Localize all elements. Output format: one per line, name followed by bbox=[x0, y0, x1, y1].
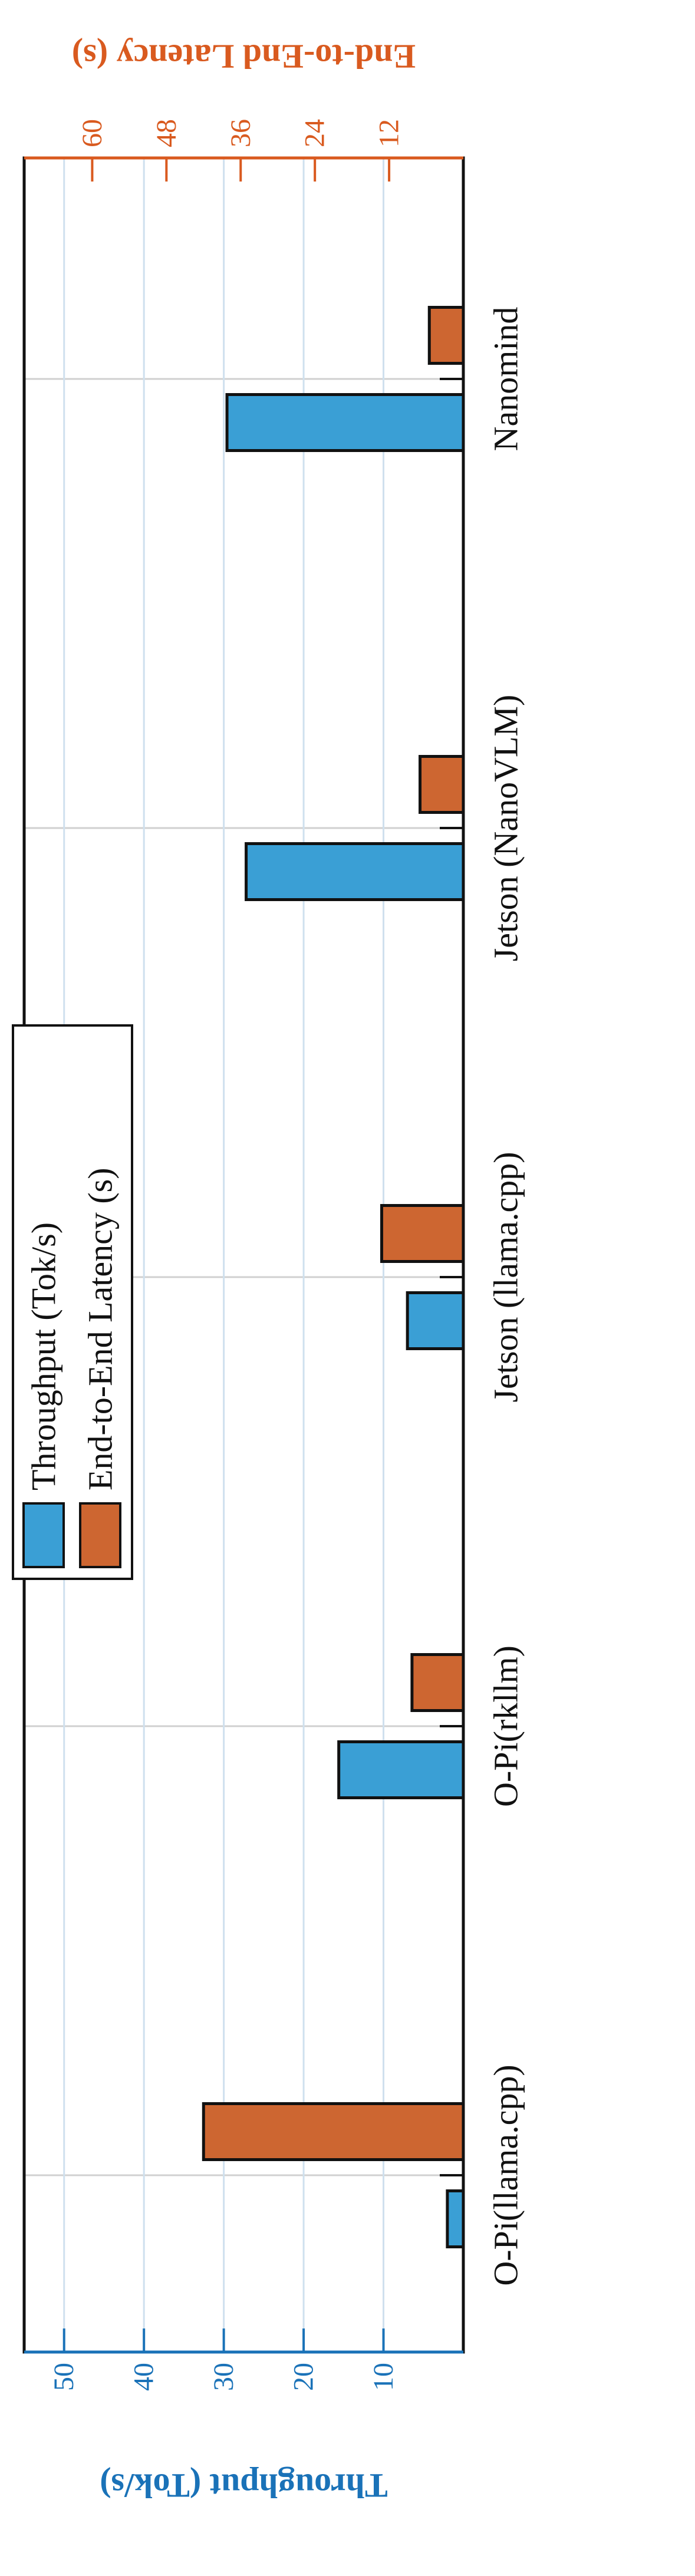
bar bbox=[202, 2102, 465, 2161]
bar bbox=[225, 393, 465, 452]
legend-swatch bbox=[79, 1502, 121, 1568]
legend-swatch bbox=[22, 1502, 65, 1568]
y-tick-label: 40 bbox=[129, 2363, 160, 2391]
bar bbox=[406, 1291, 465, 1350]
y-tick-label: 50 bbox=[48, 2363, 80, 2391]
rotated-chart: 10 20 30 40 50 12 24 36 48 60 O-Pi(llama.cpp) O-Pi(… bbox=[12, 38, 525, 2505]
bar bbox=[245, 842, 465, 901]
y-tick-label: 30 bbox=[208, 2363, 239, 2391]
x-tick-label: Jetson (llama.cpp) bbox=[487, 1152, 525, 1402]
bar bbox=[380, 1204, 465, 1263]
y2-tick-label: 36 bbox=[225, 119, 256, 147]
bar bbox=[446, 2189, 465, 2248]
bar bbox=[337, 1740, 465, 1799]
y2-tick-label: 12 bbox=[374, 119, 405, 147]
y-axis-label: Throughput (Tok/s) bbox=[100, 2467, 387, 2505]
y-tick-label: 10 bbox=[368, 2363, 399, 2391]
x-tick-label: O-Pi(rkllm) bbox=[487, 1645, 525, 1807]
y2-tick-label: 48 bbox=[151, 119, 182, 147]
x-tick-label: O-Pi(llama.cpp) bbox=[487, 2064, 525, 2285]
legend-label: Throughput (Tok/s) bbox=[25, 1222, 63, 1490]
legend-label: End-to-End Latency (s) bbox=[81, 1167, 120, 1490]
legend-box bbox=[12, 1024, 133, 1580]
legend: Throughput (Tok/s) End-to-End Latency (s) bbox=[12, 1024, 133, 1580]
y-tick-label: 20 bbox=[288, 2363, 319, 2391]
y2-tick-label: 24 bbox=[299, 119, 331, 147]
y2-axis-label: End-to-End Latency (s) bbox=[72, 38, 416, 76]
y2-tick-label: 60 bbox=[77, 119, 108, 147]
x-tick-label: Jetson (NanoVLM) bbox=[487, 695, 525, 962]
bar bbox=[419, 755, 465, 814]
bar bbox=[427, 306, 465, 365]
x-tick-label: Nanomind bbox=[487, 307, 525, 451]
bar bbox=[410, 1653, 465, 1712]
